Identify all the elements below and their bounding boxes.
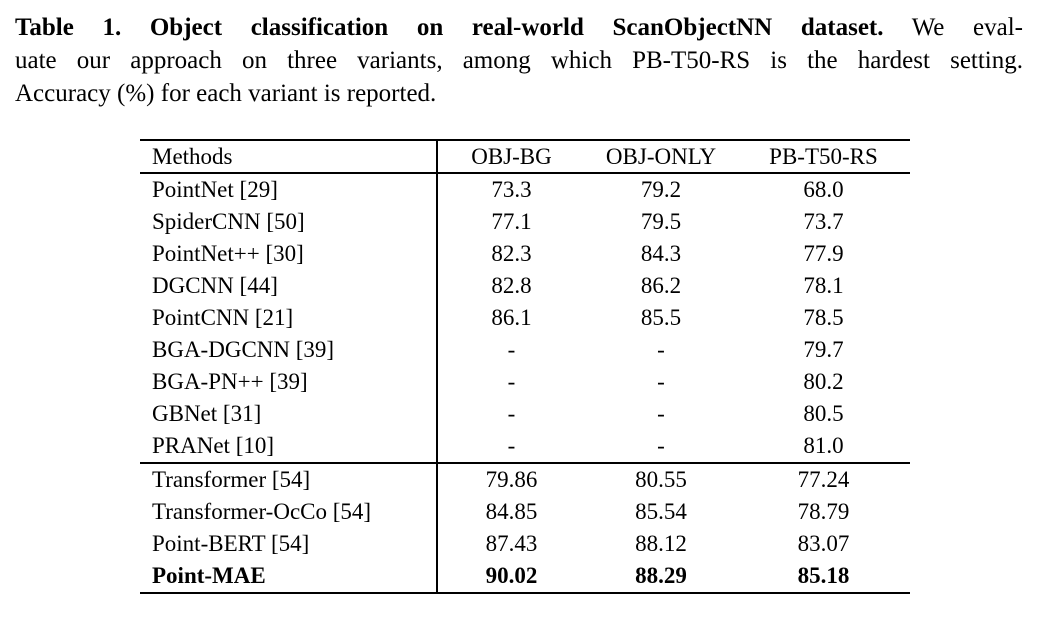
value-cell: 88.29 xyxy=(635,563,687,588)
caption-line-3: Accuracy (%) for each variant is reporte… xyxy=(15,80,437,107)
table-row: SpiderCNN [50] 77.1 79.5 73.7 xyxy=(140,206,910,238)
value-cell: 78.1 xyxy=(803,273,844,298)
column-header-pb-t50-rs: PB-T50-RS xyxy=(737,140,910,174)
value-cell: 78.5 xyxy=(803,305,844,330)
method-cell: DGCNN [44] xyxy=(140,270,438,302)
value-cell: 85.54 xyxy=(635,499,687,524)
value-cell: 79.2 xyxy=(640,177,682,202)
value-cell: 79.86 xyxy=(437,462,585,496)
value-cell: 77.24 xyxy=(737,462,910,496)
caption-title: Table 1. Object classification on real-w… xyxy=(15,14,884,41)
method-cell: Transformer [54] xyxy=(140,462,438,496)
value-cell: 86.2 xyxy=(640,273,682,298)
method-cell: Point-BERT [54] xyxy=(140,528,438,560)
value-cell: 84.85 xyxy=(485,499,538,524)
value-cell: - xyxy=(507,401,516,426)
method-cell: PointNet++ [30] xyxy=(140,238,438,270)
header-row: Methods OBJ-BG OBJ-ONLY PB-T50-RS xyxy=(140,140,910,174)
column-header-obj-bg: OBJ-BG xyxy=(437,140,585,174)
value-cell: - xyxy=(657,337,665,362)
table-row: PRANet [10] - - 81.0 xyxy=(140,430,910,463)
value-cell: - xyxy=(507,337,516,362)
value-cell: 79.7 xyxy=(803,337,844,362)
value-cell: 80.2 xyxy=(803,369,844,394)
table-row: Point-MAE 90.02 88.29 85.18 xyxy=(140,560,910,593)
value-cell: 77.1 xyxy=(491,209,532,234)
value-cell: 73.3 xyxy=(491,177,532,202)
value-cell: 90.02 xyxy=(485,563,538,588)
value-cell: 86.1 xyxy=(491,305,532,330)
value-cell: 85.18 xyxy=(797,563,850,588)
table-row: PointNet++ [30] 82.3 84.3 77.9 xyxy=(140,238,910,270)
table-row: BGA-DGCNN [39] - - 79.7 xyxy=(140,334,910,366)
method-cell: Transformer-OcCo [54] xyxy=(140,496,438,528)
value-cell: 88.12 xyxy=(635,531,687,556)
table-row: Point-BERT [54] 87.43 88.12 83.07 xyxy=(140,528,910,560)
table-row: Transformer [54] 79.86 80.55 77.24 xyxy=(140,462,910,496)
method-cell: PRANet [10] xyxy=(140,430,438,463)
method-cell: BGA-PN++ [39] xyxy=(140,366,438,398)
table-row: DGCNN [44] 82.8 86.2 78.1 xyxy=(140,270,910,302)
caption-text-start: We eval- xyxy=(883,14,1024,41)
value-cell: 77.9 xyxy=(803,241,844,266)
method-cell: BGA-DGCNN [39] xyxy=(140,334,438,366)
method-cell: PointCNN [21] xyxy=(140,302,438,334)
table-row: BGA-PN++ [39] - - 80.2 xyxy=(140,366,910,398)
method-cell: SpiderCNN [50] xyxy=(140,206,438,238)
method-cell: Point-MAE xyxy=(140,560,438,593)
value-cell: 80.5 xyxy=(803,401,844,426)
value-cell: - xyxy=(657,369,665,394)
value-cell: - xyxy=(657,401,665,426)
table-row: GBNet [31] - - 80.5 xyxy=(140,398,910,430)
value-cell: 79.5 xyxy=(640,209,682,234)
caption-line-1: Table 1. Object classification on real-w… xyxy=(15,11,1023,44)
value-cell: - xyxy=(507,433,516,458)
value-cell: 84.3 xyxy=(640,241,682,266)
value-cell: 78.79 xyxy=(797,499,850,524)
value-cell: - xyxy=(657,433,665,458)
value-cell: 85.5 xyxy=(640,305,682,330)
value-cell: 82.3 xyxy=(491,241,532,266)
value-cell: 83.07 xyxy=(797,531,850,556)
table-row: PointNet [29] 73.3 79.2 68.0 xyxy=(140,173,910,206)
value-cell: 73.7 xyxy=(803,209,844,234)
value-cell: 87.43 xyxy=(485,531,538,556)
value-cell: 80.55 xyxy=(585,462,737,496)
caption-line-2: uate our approach on three variants, amo… xyxy=(15,47,1023,74)
method-cell: GBNet [31] xyxy=(140,398,438,430)
value-cell: - xyxy=(507,369,516,394)
table-caption: Table 1. Object classification on real-w… xyxy=(15,11,1023,110)
value-cell: 68.0 xyxy=(803,177,844,202)
value-cell: 82.8 xyxy=(491,273,532,298)
results-table: Methods OBJ-BG OBJ-ONLY PB-T50-RS PointN… xyxy=(140,139,910,594)
column-header-obj-only: OBJ-ONLY xyxy=(585,140,737,174)
table-row: PointCNN [21] 86.1 85.5 78.5 xyxy=(140,302,910,334)
method-cell: PointNet [29] xyxy=(140,173,438,206)
value-cell: 81.0 xyxy=(803,433,844,458)
column-header-methods: Methods xyxy=(140,140,438,174)
table-row: Transformer-OcCo [54] 84.85 85.54 78.79 xyxy=(140,496,910,528)
